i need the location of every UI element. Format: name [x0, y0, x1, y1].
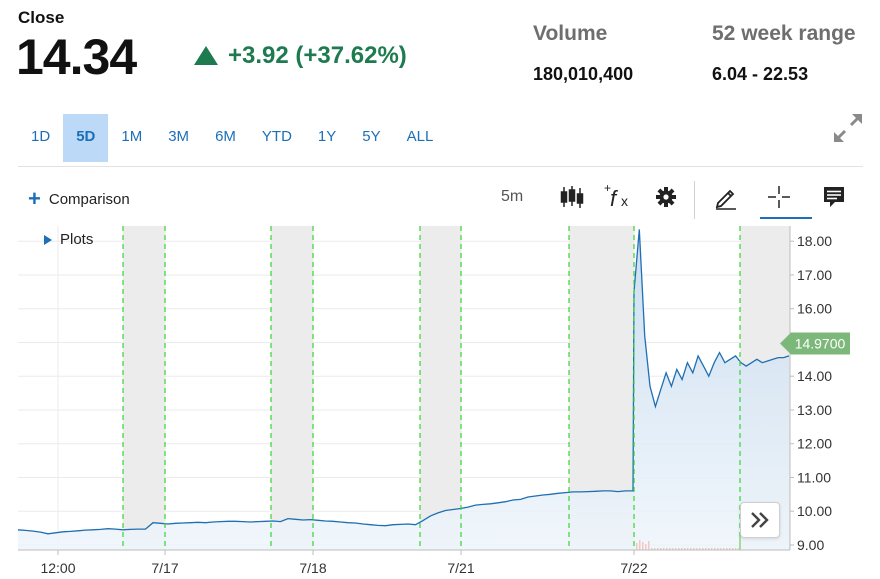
volume-bar — [738, 548, 740, 550]
y-tick-label: 12.00 — [797, 436, 832, 452]
volume-bar — [696, 548, 698, 550]
volume-bar — [645, 544, 647, 550]
svg-text:f: f — [610, 186, 619, 211]
volume-bar — [636, 543, 638, 550]
volume-bar — [708, 548, 710, 550]
double-chevron-right-icon — [751, 512, 769, 528]
volume-bar — [735, 548, 737, 550]
volume-bar — [654, 548, 656, 550]
week-range-label: 52 week range — [712, 22, 856, 45]
range-tab-5d[interactable]: 5D — [63, 114, 109, 162]
volume-bar — [642, 542, 644, 550]
x-tick-label: 7/18 — [299, 560, 326, 576]
volume-bar — [693, 548, 695, 550]
price-line — [17, 229, 790, 535]
volume-bar — [705, 548, 707, 550]
last-price-label: 14.9700 — [795, 335, 846, 351]
range-tab-5y[interactable]: 5Y — [362, 128, 381, 145]
after-hours-band — [271, 226, 313, 550]
volume-bar — [651, 548, 653, 550]
y-tick-label: 14.00 — [797, 368, 832, 384]
function-icon[interactable]: + f x — [603, 182, 633, 212]
y-tick-label: 9.00 — [797, 537, 824, 553]
candlestick-icon[interactable] — [557, 182, 587, 212]
price-change-text: +3.92 (+37.62%) — [228, 42, 407, 69]
price-area — [18, 229, 789, 550]
y-tick-label: 17.00 — [797, 267, 832, 283]
comparison-label: Comparison — [48, 190, 130, 208]
y-tick-label: 13.00 — [797, 402, 832, 418]
after-hours-band — [420, 226, 461, 550]
y-tick-label: 11.00 — [797, 469, 831, 485]
volume-bar — [687, 548, 689, 550]
volume-bar — [699, 548, 701, 550]
range-tab-all[interactable]: ALL — [406, 128, 434, 145]
plus-icon: + — [28, 186, 41, 211]
range-tab-ytd[interactable]: YTD — [261, 128, 292, 145]
volume-bar — [720, 548, 722, 550]
interval-selector[interactable]: 5m — [501, 188, 524, 205]
caret-right-icon — [44, 234, 52, 245]
x-tick-label: 7/21 — [447, 560, 474, 576]
volume-bar — [723, 548, 725, 550]
svg-text:+: + — [604, 182, 611, 195]
plots-toggle[interactable]: Plots — [44, 231, 93, 248]
close-label: Close — [18, 8, 65, 27]
up-arrow-icon — [194, 45, 218, 65]
range-tab-1m[interactable]: 1M — [121, 128, 143, 145]
x-tick-label: 7/17 — [151, 560, 178, 576]
volume-bar — [678, 548, 680, 550]
svg-text:x: x — [621, 193, 628, 209]
range-tab-6m[interactable]: 6M — [215, 128, 236, 145]
volume-bar — [714, 548, 716, 550]
expand-icon[interactable] — [832, 112, 864, 144]
comparison-button[interactable]: + Comparison — [28, 186, 130, 211]
volume-bar — [726, 548, 728, 550]
volume-label: Volume — [533, 22, 608, 45]
volume-bar — [639, 540, 641, 550]
volume-bar — [711, 548, 713, 550]
week-range-value: 6.04 - 22.53 — [712, 64, 809, 84]
volume-bar — [729, 548, 731, 550]
pencil-icon[interactable] — [711, 182, 741, 212]
volume-bar — [666, 548, 668, 550]
volume-value: 180,010,400 — [533, 64, 634, 84]
close-price: 14.34 — [16, 29, 137, 85]
after-hours-band — [123, 226, 165, 550]
plots-label: Plots — [60, 231, 94, 248]
gear-icon[interactable] — [651, 182, 681, 212]
y-tick-label: 10.00 — [797, 503, 832, 519]
volume-bar — [675, 548, 677, 550]
volume-bar — [684, 548, 686, 550]
tabs-divider — [18, 166, 863, 167]
volume-bar — [672, 548, 674, 550]
crosshair-active-indicator — [760, 217, 812, 219]
range-tab-3m[interactable]: 3M — [168, 128, 190, 145]
y-tick-label: 16.00 — [797, 301, 832, 317]
scroll-to-latest-button[interactable] — [740, 502, 780, 538]
volume-bar — [648, 541, 650, 550]
toolbar-separator — [694, 181, 695, 219]
x-tick-label: 12:00 — [40, 560, 75, 576]
last-price-marker — [780, 332, 850, 355]
volume-bar — [669, 548, 671, 550]
volume-bar — [690, 548, 692, 550]
x-tick-label: 7/22 — [620, 560, 647, 576]
volume-bar — [702, 548, 704, 550]
volume-bar — [657, 548, 659, 550]
volume-bar — [681, 548, 683, 550]
range-tabs: 1D 5D 1M 3M 6M YTD 1Y 5Y ALL — [18, 114, 446, 162]
crosshair-icon[interactable] — [764, 182, 794, 212]
y-tick-label: 18.00 — [797, 233, 832, 249]
volume-bar — [739, 536, 741, 550]
volume-bar — [663, 548, 665, 550]
volume-bar — [717, 548, 719, 550]
volume-bar — [660, 548, 662, 550]
range-tab-1y[interactable]: 1Y — [317, 128, 337, 145]
range-tab-1d[interactable]: 1D — [31, 128, 51, 145]
volume-bar — [732, 548, 734, 550]
price-change: +3.92 (+37.62%) — [194, 42, 407, 70]
comment-icon[interactable] — [819, 182, 849, 212]
